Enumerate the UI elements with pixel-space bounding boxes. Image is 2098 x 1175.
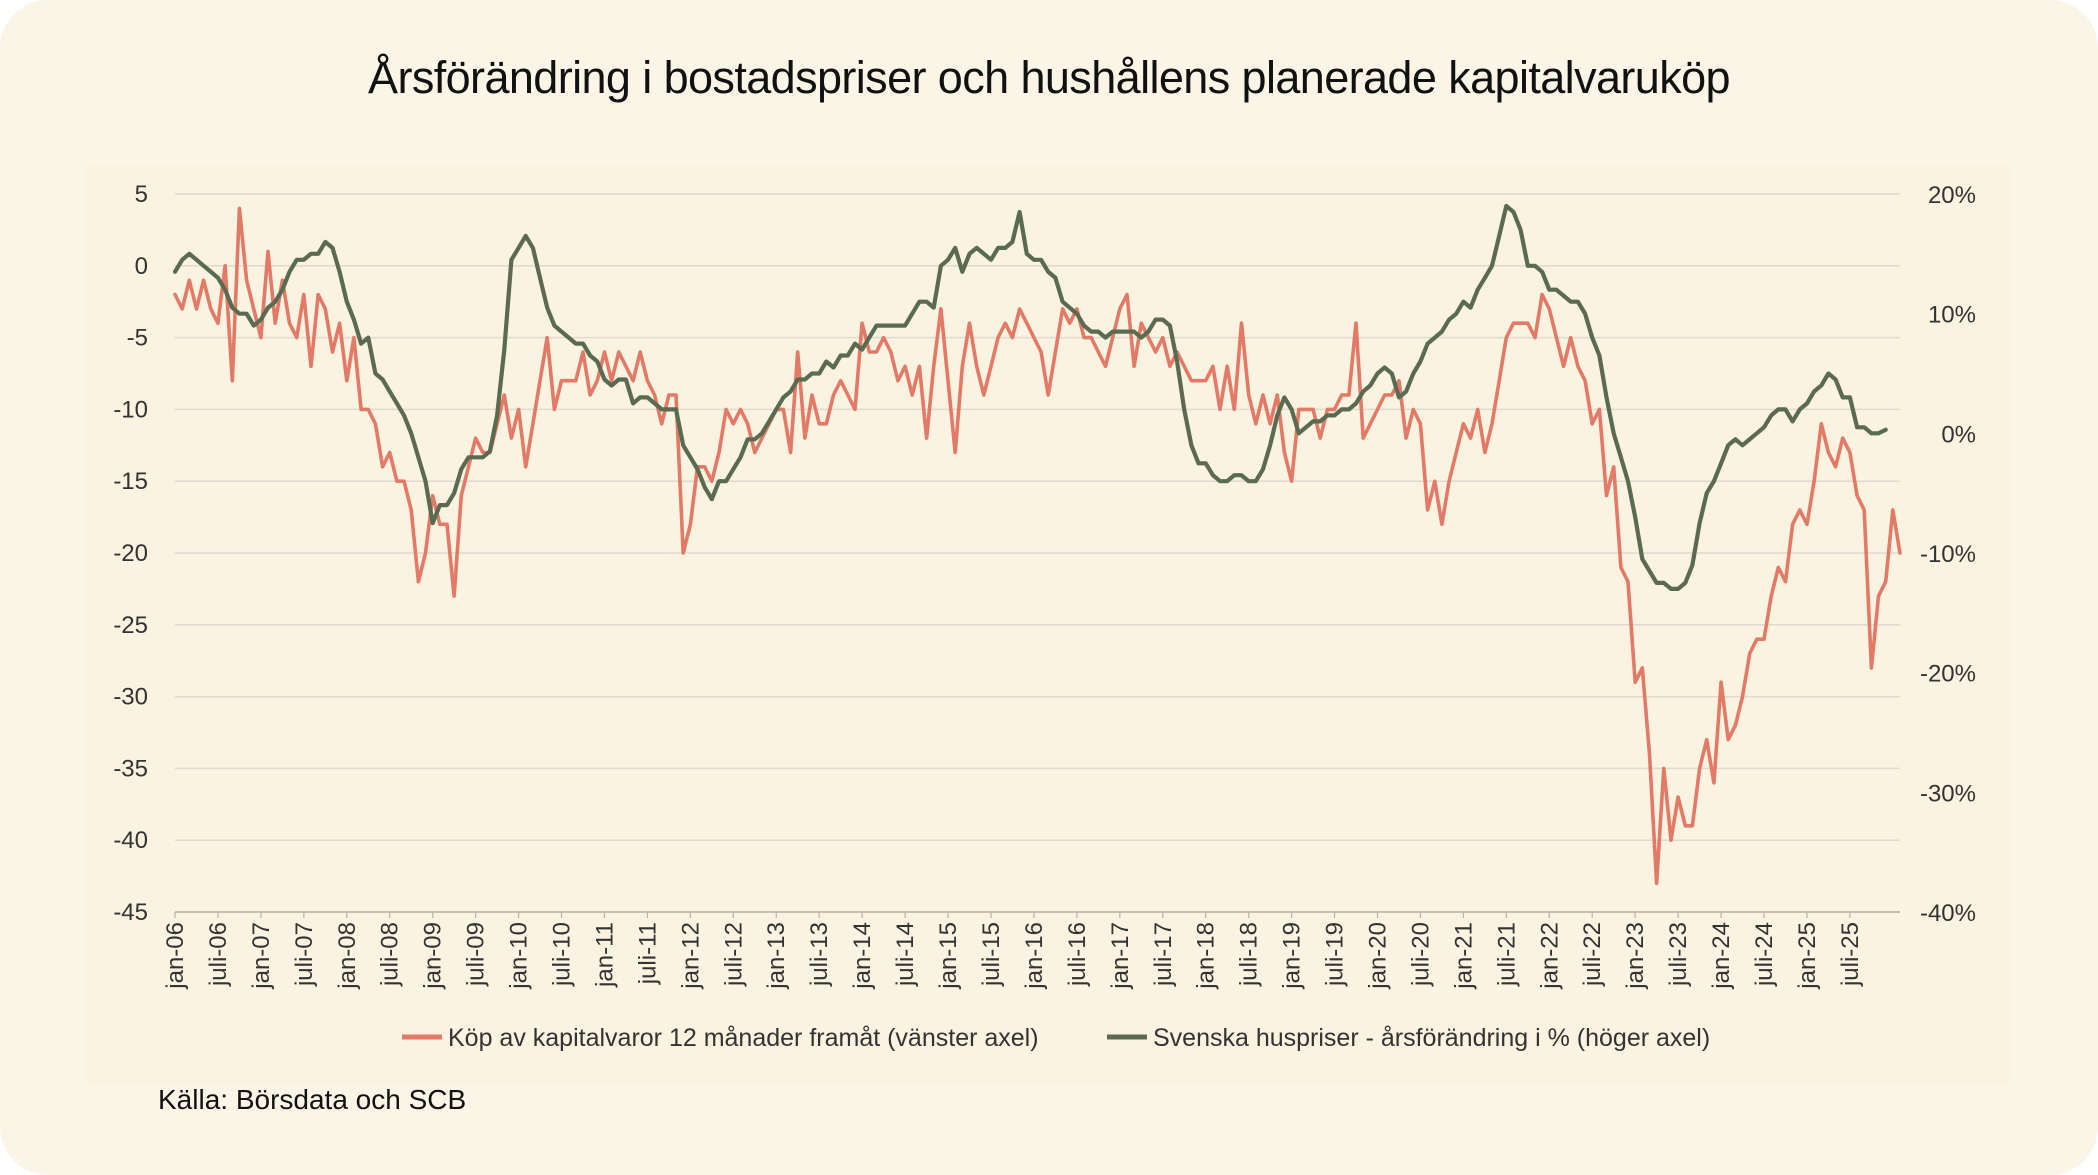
left-axis-tick-label: -40	[113, 827, 148, 854]
left-axis-tick-label: 0	[135, 253, 148, 280]
x-axis-tick-label: jan-11	[591, 922, 618, 988]
x-axis-tick-label: jan-08	[334, 922, 361, 990]
x-axis-tick-label: jan-12	[677, 922, 704, 990]
x-axis-tick-label: jan-25	[1794, 922, 1821, 990]
x-axis-tick-label: juli-15	[978, 922, 1005, 987]
x-axis-tick-label: jan-15	[935, 922, 962, 990]
right-axis-tick-label: 0%	[1941, 421, 1976, 448]
x-axis-tick-label: juli-07	[291, 922, 318, 987]
x-axis-tick-label: juli-23	[1665, 922, 1692, 987]
series-line-huspriser	[172, 203, 1888, 592]
x-axis-tick-label: jan-10	[506, 922, 533, 990]
left-axis-tick-label: -35	[113, 755, 148, 782]
x-axis-tick-label: juli-19	[1322, 922, 1349, 987]
x-axis-tick-label: juli-14	[892, 922, 919, 987]
x-axis-tick-label: juli-08	[377, 922, 404, 987]
x-axis-tick-label: jan-20	[1364, 922, 1391, 990]
x-axis-tick-label: juli-21	[1493, 922, 1520, 987]
x-axis-tick-label: jan-13	[763, 922, 790, 990]
right-axis-tick-label: -40%	[1920, 900, 1976, 927]
x-axis-tick-label: juli-18	[1236, 922, 1263, 987]
x-axis-tick-label: jan-23	[1622, 922, 1649, 990]
x-axis-tick-label: jan-22	[1536, 922, 1563, 990]
series-line-kapitalvaror	[173, 206, 1902, 886]
left-axis-tick-label: -10	[113, 396, 148, 423]
right-axis-tick-label: -30%	[1920, 780, 1976, 807]
x-axis-tick-label: juli-09	[463, 922, 490, 987]
x-axis-tick-label: jan-09	[420, 922, 447, 990]
x-axis-tick-label: juli-17	[1150, 922, 1177, 987]
chart-title: Årsförändring i bostadspriser och hushål…	[368, 52, 1731, 103]
left-axis-tick-label: -15	[113, 468, 148, 495]
x-axis-tick-label: jan-21	[1450, 922, 1477, 990]
left-axis-tick-label: -25	[113, 612, 148, 639]
right-axis-tick-label: 20%	[1928, 182, 1976, 209]
x-axis-tick-label: juli-13	[806, 922, 833, 987]
x-axis-tick-label: jan-24	[1708, 922, 1735, 990]
x-axis-tick-label: jan-14	[849, 922, 876, 990]
x-axis-tick-label: juli-06	[205, 922, 232, 987]
legend-label: Köp av kapitalvaror 12 månader framåt (v…	[448, 1024, 1039, 1052]
x-axis-tick-label: jan-18	[1193, 922, 1220, 990]
x-axis-tick-label: juli-25	[1837, 922, 1864, 987]
legend-label: Svenska huspriser - årsförändring i % (h…	[1153, 1024, 1710, 1052]
right-axis-tick-label: -20%	[1920, 661, 1976, 688]
right-axis-tick-label: 10%	[1928, 302, 1976, 329]
x-axis-tick-label: jan-17	[1107, 922, 1134, 990]
x-axis-tick-label: jan-19	[1279, 922, 1306, 990]
x-axis-tick-label: juli-24	[1751, 922, 1778, 987]
left-axis-tick-label: 5	[135, 181, 148, 208]
x-axis-tick-label: juli-22	[1579, 922, 1606, 987]
x-axis-tick-label: juli-10	[549, 922, 576, 987]
x-axis-tick-label: jan-07	[248, 922, 275, 990]
x-axis-tick-label: juli-20	[1407, 922, 1434, 987]
left-axis-tick-label: -20	[113, 540, 148, 567]
left-axis-tick-label: -30	[113, 684, 148, 711]
x-axis-tick-label: juli-11	[634, 922, 661, 985]
x-axis-tick-label: jan-16	[1021, 922, 1048, 990]
x-axis-tick-label: jan-06	[162, 922, 189, 990]
x-axis-tick-label: juli-16	[1064, 922, 1091, 987]
left-axis-tick-label: -45	[113, 899, 148, 926]
left-axis-tick-label: -5	[127, 325, 148, 352]
right-axis-tick-label: -10%	[1920, 541, 1976, 568]
x-axis-tick-label: juli-12	[720, 922, 747, 987]
source-note: Källa: Börsdata och SCB	[158, 1084, 467, 1115]
